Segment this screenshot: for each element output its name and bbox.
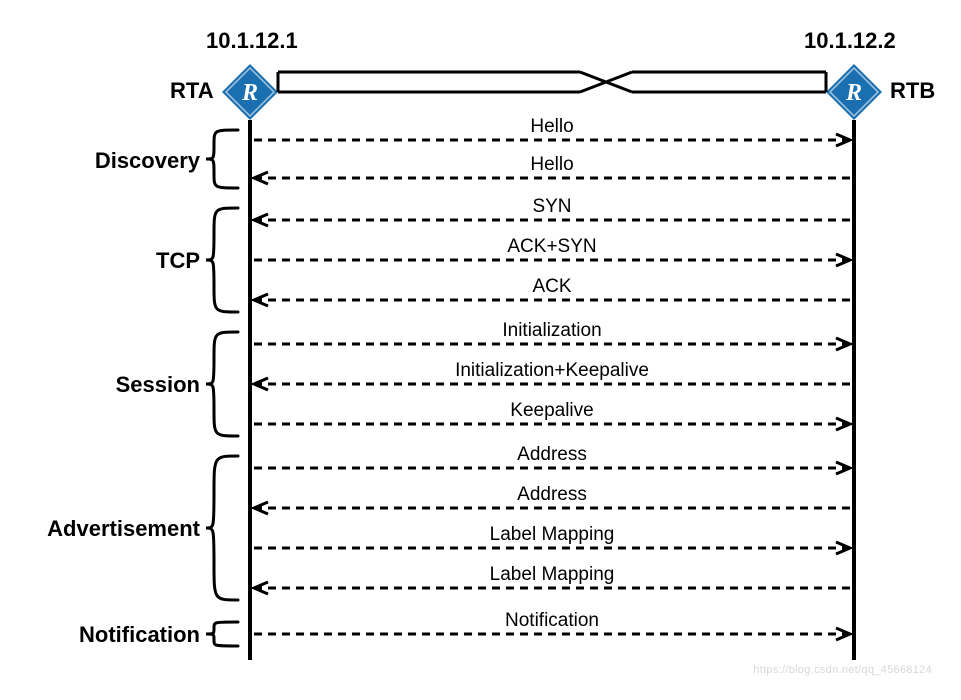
phase-label: Discovery <box>95 148 200 174</box>
diagram-svg: RR <box>20 20 940 680</box>
msg-label: ACK+SYN <box>507 236 596 258</box>
msg-label: Keepalive <box>510 400 593 422</box>
msg-label: Hello <box>530 116 573 138</box>
phase-label: Advertisement <box>47 516 200 542</box>
msg-label: SYN <box>532 196 571 218</box>
svg-text:R: R <box>845 80 862 106</box>
msg-label: Notification <box>505 610 599 632</box>
ldp-sequence-diagram: 10.1.12.1 10.1.12.2 RTA RTB RR HelloHell… <box>20 20 940 680</box>
msg-label: Address <box>517 444 587 466</box>
phase-label: Notification <box>79 622 200 648</box>
phase-label: TCP <box>156 248 200 274</box>
msg-label: Address <box>517 484 587 506</box>
svg-text:R: R <box>241 80 258 106</box>
msg-label: Label Mapping <box>490 524 615 546</box>
msg-label: Initialization+Keepalive <box>455 360 649 382</box>
msg-label: Label Mapping <box>490 564 615 586</box>
phase-label: Session <box>116 372 200 398</box>
msg-label: Hello <box>530 154 573 176</box>
watermark: https://blog.csdn.net/qq_45668124 <box>753 664 932 676</box>
msg-label: Initialization <box>502 320 601 342</box>
msg-label: ACK <box>532 276 571 298</box>
